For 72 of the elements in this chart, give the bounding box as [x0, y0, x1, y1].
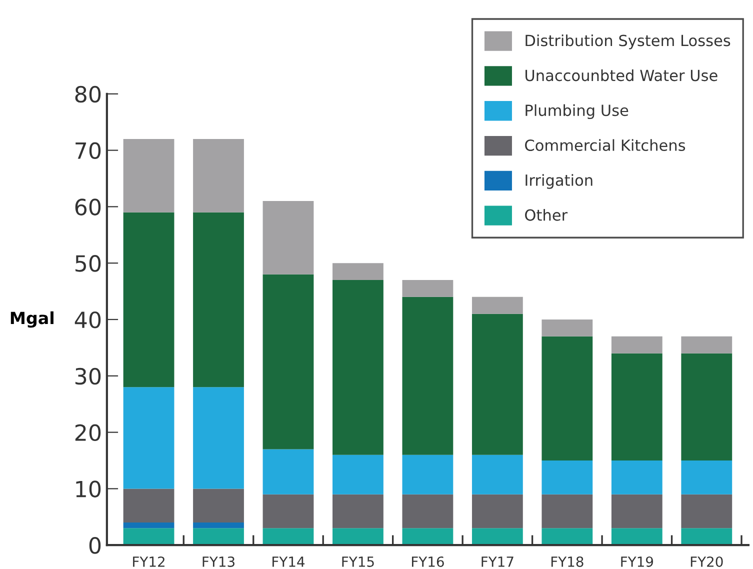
x-tick-label: FY20	[690, 556, 723, 567]
y-tick-label: 60	[75, 198, 101, 216]
bar	[332, 280, 384, 455]
bar	[542, 494, 593, 528]
bar	[681, 353, 732, 460]
bar	[332, 494, 384, 528]
bar	[262, 201, 314, 274]
bar	[123, 488, 174, 523]
bar	[123, 212, 174, 388]
bar	[123, 522, 174, 528]
bar	[262, 494, 314, 528]
y-tick-label: 0	[89, 537, 101, 554]
bar	[402, 494, 454, 528]
bar	[262, 274, 314, 450]
bar	[193, 488, 244, 523]
legend-label: Commercial Kitchens	[525, 139, 686, 152]
y-tick-label: 80	[75, 86, 101, 103]
x-tick-label: FY12	[133, 556, 164, 567]
bar	[402, 528, 454, 546]
bar	[542, 528, 593, 546]
bar	[193, 528, 244, 546]
y-tick-label: 50	[76, 255, 101, 272]
bar	[332, 454, 384, 494]
bar	[681, 336, 732, 354]
bar	[542, 336, 593, 460]
bar	[681, 528, 732, 546]
y-tick-label: 20	[75, 424, 101, 442]
bar	[332, 528, 384, 546]
bar	[542, 319, 593, 336]
x-tick-label: FY13	[202, 556, 234, 567]
bar	[193, 139, 244, 212]
bar	[402, 296, 454, 455]
bar	[193, 387, 244, 489]
bar	[611, 336, 662, 354]
bar	[472, 296, 523, 314]
bar	[262, 528, 314, 546]
bar	[611, 460, 662, 494]
bar	[472, 528, 523, 546]
bar	[123, 387, 174, 489]
bar	[193, 522, 244, 528]
bar	[472, 494, 523, 528]
y-tick-label: 10	[76, 480, 101, 498]
bar	[681, 494, 732, 528]
bar	[193, 212, 244, 388]
bar	[402, 280, 454, 297]
x-tick-label: FY18	[551, 556, 584, 567]
bar	[262, 449, 314, 494]
x-tick-label: FY17	[482, 556, 514, 567]
bar	[611, 528, 662, 546]
legend-label: Other	[525, 209, 568, 221]
bar	[472, 314, 523, 455]
legend-label: Irrigation	[526, 174, 592, 189]
bar	[402, 454, 454, 494]
bar	[123, 139, 174, 212]
legend-label: Unaccounbted Water Use	[526, 69, 718, 82]
y-tick-label: 70	[76, 142, 101, 160]
bar	[681, 460, 732, 494]
bar	[611, 353, 662, 460]
y-tick-label: 40	[74, 311, 101, 328]
legend-label: Distribution System Losses	[526, 34, 730, 50]
bar	[123, 528, 174, 546]
bar	[611, 494, 662, 528]
bar	[472, 454, 523, 494]
x-tick-label: FY15	[342, 556, 374, 567]
bar	[542, 460, 593, 494]
x-tick-label: FY19	[621, 556, 654, 567]
x-tick-label: FY16	[412, 556, 444, 567]
y-axis-title: Mgal	[10, 311, 54, 328]
y-tick-label: 30	[75, 368, 101, 385]
legend-label: Plumbing Use	[526, 104, 628, 120]
x-tick-label: FY14	[272, 556, 305, 567]
bar	[332, 263, 384, 280]
